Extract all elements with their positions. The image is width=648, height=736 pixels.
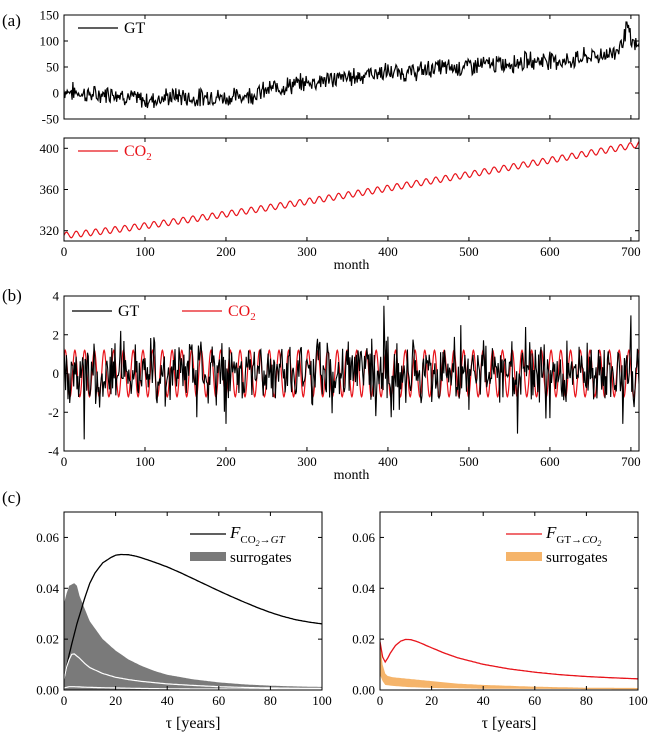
legend: GT CO2 xyxy=(72,303,256,323)
y-tick-label: -2 xyxy=(48,405,59,420)
chart-b-anomalies: 0 100 200 300 400 500 600 700 -4 -2 0 2 4 month GT CO2 xyxy=(48,289,640,484)
x-tick-label: 0 xyxy=(61,244,68,259)
y-tick-label: 4 xyxy=(53,289,60,304)
panel-label-a: (a) xyxy=(2,11,21,30)
y-tick-label: 0.02 xyxy=(36,632,59,647)
x-tick-label: 20 xyxy=(109,693,122,708)
x-tick-label: 20 xyxy=(425,693,438,708)
x-tick-label: 80 xyxy=(580,693,593,708)
x-tick-label: 60 xyxy=(212,693,225,708)
x-tick-label: 400 xyxy=(378,244,398,259)
y-tick-label: 0 xyxy=(53,86,60,101)
x-tick-label: 0 xyxy=(61,454,68,469)
y-tick-label: 0.00 xyxy=(36,683,59,698)
x-tick-label: 100 xyxy=(135,454,155,469)
y-tick-label: 0.00 xyxy=(352,683,375,698)
y-tick-label: 0 xyxy=(53,366,60,381)
legend-label: surrogates xyxy=(230,550,292,566)
x-tick-label: 600 xyxy=(540,454,560,469)
x-tick-label: 300 xyxy=(297,244,317,259)
legend-label: GT xyxy=(124,20,146,37)
x-tick-label: 200 xyxy=(216,244,236,259)
y-tick-label: 0.02 xyxy=(352,632,375,647)
x-axis-label: τ [years] xyxy=(482,715,537,732)
series-line-gt xyxy=(64,22,639,108)
y-tick-label: 0.04 xyxy=(352,581,375,596)
y-tick-label: 320 xyxy=(40,223,60,238)
surrogates-band xyxy=(380,642,638,690)
y-tick-label: -4 xyxy=(48,444,59,459)
legend-label: FGT→CO2 xyxy=(545,523,601,548)
legend-label: FCO2→GT xyxy=(229,523,286,548)
y-tick-label: 150 xyxy=(40,8,60,23)
x-axis-label: month xyxy=(334,258,370,273)
legend: GT xyxy=(78,20,146,37)
y-tick-label: 0.06 xyxy=(352,530,375,545)
y-tick-label: 0.06 xyxy=(36,530,59,545)
y-tick-label: 50 xyxy=(46,60,59,75)
y-tick-label: 100 xyxy=(40,34,60,49)
plot-area xyxy=(64,555,322,691)
x-tick-label: 200 xyxy=(216,454,236,469)
panel-label-c: (c) xyxy=(2,488,21,507)
x-axis-label: month xyxy=(334,468,370,483)
x-tick-label: 100 xyxy=(135,244,155,259)
chart-a-gt: -50 0 50 100 150 GT xyxy=(40,8,640,127)
y-tick-label: 0.04 xyxy=(36,581,59,596)
x-axis-label: τ [years] xyxy=(166,715,221,732)
x-tick-label: 100 xyxy=(628,693,648,708)
transfer-line xyxy=(380,639,638,678)
x-tick-label: 0 xyxy=(377,693,384,708)
y-tick-label: -50 xyxy=(42,112,59,127)
plot-area xyxy=(64,306,639,440)
x-tick-label: 400 xyxy=(378,454,398,469)
x-tick-label: 0 xyxy=(61,693,68,708)
x-tick-label: 500 xyxy=(459,454,479,469)
legend: FGT→CO2 surrogates xyxy=(506,523,608,566)
x-tick-label: 40 xyxy=(477,693,490,708)
plot-area xyxy=(64,22,639,108)
x-tick-label: 700 xyxy=(621,244,641,259)
x-tick-label: 60 xyxy=(528,693,541,708)
legend-label: GT xyxy=(118,303,140,320)
legend-swatch-surrogates xyxy=(506,552,542,561)
chart-c-gt-to-co2: 0 20 40 60 80 100 0.00 0.02 0.04 0.06 τ [years] FGT… xyxy=(352,512,648,732)
x-tick-label: 80 xyxy=(264,693,277,708)
chart-c-co2-to-gt: 0 20 40 60 80 100 0.00 0.02 0.04 0.06 τ [years] FCO… xyxy=(36,512,332,732)
y-tick-label: 400 xyxy=(40,141,60,156)
panel-label-b: (b) xyxy=(2,286,22,305)
legend-label: CO2 xyxy=(124,143,152,163)
plot-frame xyxy=(64,15,639,119)
y-tick-label: 360 xyxy=(40,182,60,197)
x-tick-label: 100 xyxy=(312,693,332,708)
x-tick-label: 500 xyxy=(459,244,479,259)
legend: FCO2→GT surrogates xyxy=(190,523,292,566)
legend-swatch-surrogates xyxy=(190,552,226,561)
legend-label: surrogates xyxy=(546,550,608,566)
x-tick-label: 40 xyxy=(161,693,174,708)
x-tick-label: 600 xyxy=(540,244,560,259)
legend-label: CO2 xyxy=(228,303,256,323)
y-tick-label: 2 xyxy=(53,327,60,342)
legend: CO2 xyxy=(78,143,152,163)
plot-area xyxy=(380,639,638,689)
chart-a-co2: 0 100 200 300 400 500 600 700 320 360 400 month CO2 xyxy=(40,138,641,273)
x-tick-label: 300 xyxy=(297,454,317,469)
series-line-gt-anomaly xyxy=(64,306,639,440)
x-tick-label: 700 xyxy=(621,454,641,469)
